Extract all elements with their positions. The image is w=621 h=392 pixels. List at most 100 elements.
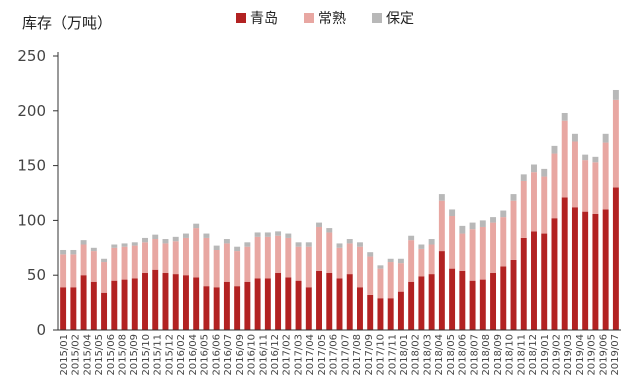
bar-segment [490,217,497,223]
x-tick-label: 2016/06 [211,334,222,376]
bar-segment [592,162,599,214]
bar-segment [264,236,271,279]
bar-segment [90,247,97,252]
bar-segment [541,176,548,234]
bar-segment [346,243,353,275]
bar-segment [131,245,138,279]
legend-label: 常熟 [318,11,346,27]
bar-segment [367,252,374,257]
bar-segment [285,237,292,278]
bar-segment [336,247,343,279]
x-tick-label: 2018/11 [516,334,527,376]
bar-segment [377,298,384,330]
bar-segment [490,273,497,330]
bar-segment [346,239,353,244]
bar-segment [203,233,210,238]
bar-segment [336,278,343,330]
bar-segment [602,142,609,210]
bar-segment [121,279,128,330]
y-tick-label: 250 [17,47,46,65]
x-tick-label: 2015/01 [59,334,70,376]
bar-segment [346,274,353,330]
y-axis-title: 库存（万吨） [22,14,112,32]
bar-segment [326,232,333,274]
bar-segment [142,237,148,243]
bar-segment [459,225,466,234]
bar-segment [612,89,619,100]
x-tick-label: 2016/11 [258,334,269,376]
bar-segment [285,233,292,238]
x-tick-label: 2017/10 [376,334,387,376]
x-tick-label: 2017/11 [387,334,398,376]
bar-segment [80,240,87,245]
bar-segment [193,223,200,229]
bar-segment [90,251,97,282]
bar-segment [80,275,87,330]
bar-segment [60,254,67,288]
x-tick-label: 2018/12 [528,334,539,376]
bar-segment [213,245,220,250]
bar-segment [223,281,230,330]
bar-segment [500,266,507,330]
bar-segment [213,249,220,288]
x-tick-label: 2019/01 [540,334,551,376]
x-tick-label: 2015/05 [94,334,105,376]
bar-segment [541,168,548,177]
bar-segment [275,273,282,330]
bar-segment [111,280,118,330]
x-tick-label: 2016/10 [247,334,258,376]
x-tick-label: 2016/12 [270,334,281,376]
x-tick-label: 2018/07 [469,334,480,376]
bar-segment [316,270,322,330]
x-tick-label: 2015/06 [106,334,117,376]
bar-segment [275,231,282,236]
bar-segment [602,209,609,330]
bar-segment [592,156,599,163]
bar-segment [541,233,548,330]
bar-segment [428,244,435,275]
bar-segment [387,298,394,330]
bar-segment [234,246,241,252]
bar-segment [182,275,189,330]
bar-segment [418,244,425,249]
bar-segment [326,273,333,330]
bar-segment [101,292,108,330]
bar-segment [295,242,302,247]
bar-segment [387,258,394,263]
x-tick-label: 2017/07 [340,334,351,376]
bar-segment [612,99,619,188]
bar-segment [531,164,537,173]
x-tick-label: 2017/04 [305,334,316,376]
x-tick-label: 2017/03 [293,334,304,376]
x-tick-label: 2019/03 [563,334,574,376]
x-tick-label: 2018/05 [446,334,457,376]
bar-segment [408,235,415,241]
bar-segment [397,258,404,264]
bar-segment [254,232,261,237]
bar-segment [111,244,118,248]
bar-segment [223,239,230,244]
bar-segment [469,229,476,281]
bar-segment [172,241,179,275]
bar-segment [582,160,589,212]
bar-segment [469,280,476,330]
x-tick-label: 2015/04 [82,334,93,376]
legend-swatch [372,13,382,23]
bar-segment [449,209,456,217]
bar-segment [244,246,251,282]
x-tick-label: 2018/09 [493,334,504,376]
x-tick-label: 2019/07 [610,334,621,376]
bar-segment [326,228,333,233]
bar-segment [377,268,384,299]
bar-segment [438,251,445,330]
bar-segment [479,226,486,280]
x-tick-label: 2019/06 [598,334,609,376]
bar-segment [397,291,404,330]
x-tick-label: 2019/02 [551,334,562,376]
bar-segment [479,279,486,330]
x-tick-label: 2015/11 [153,334,164,376]
bar-segment [531,172,537,232]
bar-segment [305,287,312,330]
bar-segment [213,287,220,330]
